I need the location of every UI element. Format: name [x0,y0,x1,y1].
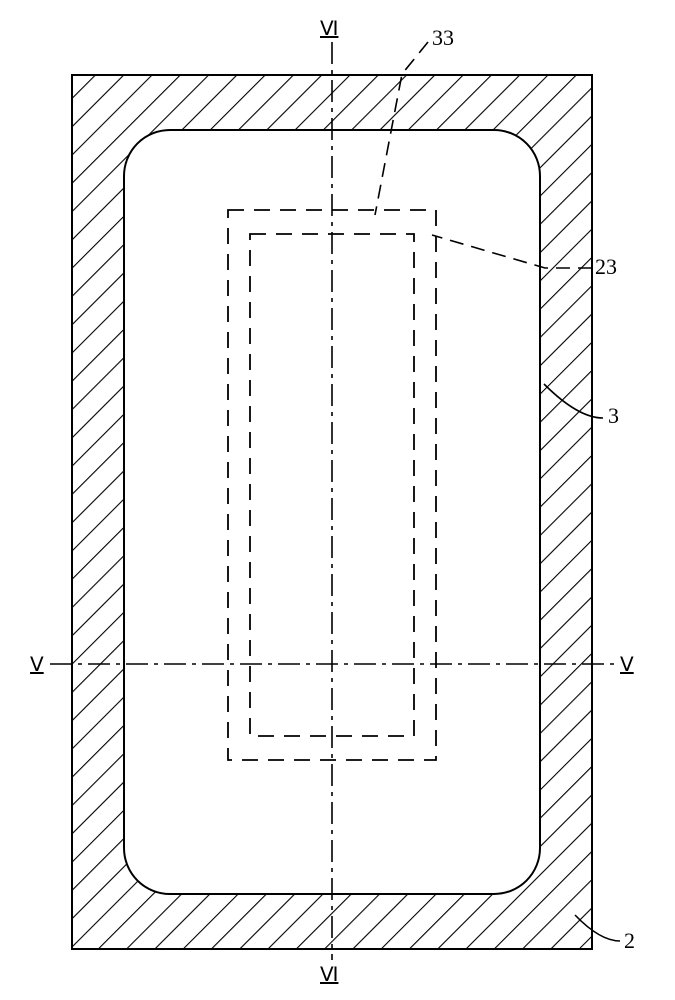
ref-label-23: 23 [595,254,617,280]
section-label-VI-bottom: Ⅵ [320,962,338,987]
section-label-VI-top: Ⅵ [320,16,338,41]
ref-label-2: 2 [624,928,635,954]
diagram-canvas: Ⅴ Ⅴ Ⅵ Ⅵ 33 23 3 2 [0,0,675,1000]
ref-label-33: 33 [432,25,454,51]
diagram-svg [0,0,675,1000]
section-label-V-left: Ⅴ [30,652,44,677]
section-label-V-right: Ⅴ [620,652,634,677]
ref-label-3: 3 [608,403,619,429]
